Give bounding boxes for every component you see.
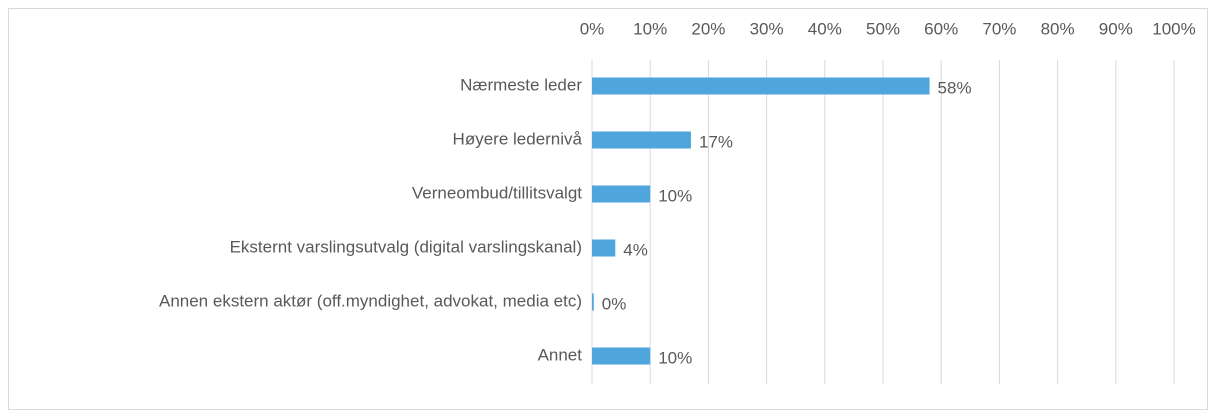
data-label: 10% xyxy=(658,186,692,205)
chart-border xyxy=(8,8,1208,410)
bar xyxy=(592,77,930,95)
x-tick-label: 50% xyxy=(866,19,900,38)
bar xyxy=(592,347,651,365)
data-label: 10% xyxy=(658,348,692,367)
x-tick-label: 90% xyxy=(1099,19,1133,38)
y-tick-label: Eksternt varslingsutvalg (digital varsli… xyxy=(230,237,582,256)
bar xyxy=(592,293,594,311)
x-tick-label: 30% xyxy=(750,19,784,38)
x-tick-label: 20% xyxy=(691,19,725,38)
x-tick-label: 80% xyxy=(1041,19,1075,38)
y-tick-label: Annet xyxy=(538,345,583,364)
x-tick-label: 60% xyxy=(924,19,958,38)
data-label: 58% xyxy=(938,78,972,97)
data-label: 4% xyxy=(623,240,648,259)
data-label: 0% xyxy=(602,294,627,313)
y-tick-label: Verneombud/tillitsvalgt xyxy=(412,183,582,202)
data-label: 17% xyxy=(699,132,733,151)
y-tick-label: Nærmeste leder xyxy=(460,75,582,94)
x-tick-label: 10% xyxy=(633,19,667,38)
x-tick-label: 100% xyxy=(1152,19,1195,38)
y-tick-label: Høyere ledernivå xyxy=(453,129,583,148)
y-tick-label: Annen ekstern aktør (off.myndighet, advo… xyxy=(159,291,582,310)
x-tick-label: 40% xyxy=(808,19,842,38)
bar xyxy=(592,185,651,203)
bar xyxy=(592,239,616,257)
x-tick-label: 70% xyxy=(982,19,1016,38)
x-tick-label: 0% xyxy=(580,19,605,38)
bar xyxy=(592,131,691,149)
